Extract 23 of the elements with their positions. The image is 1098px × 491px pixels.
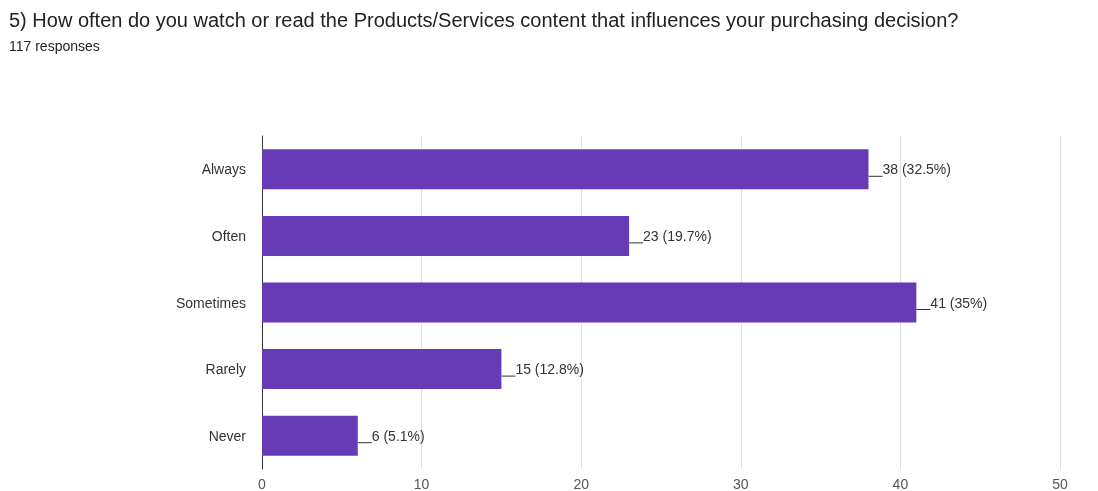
data-label: 6 (5.1%) [371,427,425,444]
text: 117 responses [9,38,100,54]
chart-title: 5) How often do you watch or read the Products/Services content that influences your purchasing decision? [9,9,959,31]
x-tick-label: 10 [413,476,430,491]
bar [262,282,917,323]
bar [262,349,502,390]
data-label: 41 (35%) [930,294,988,311]
data-label: 23 (19.7%) [643,227,712,244]
bar [262,149,869,190]
y-tick-label: Often [211,227,246,244]
y-tick-label: Sometimes [175,294,246,311]
x-tick-label: 20 [573,476,590,491]
x-tick-label: 40 [892,476,909,491]
x-tick-label: 50 [1052,476,1068,491]
bar [262,215,630,256]
y-tick-label: Rarely [205,361,246,378]
data-label: 15 (12.8%) [515,361,584,378]
bar [262,415,358,456]
data-label: 38 (32.5%) [882,161,951,178]
x-tick-label: 30 [733,476,749,491]
y-tick-label: Never [208,427,247,444]
x-tick-label: 0 [258,476,267,491]
y-tick-label: Always [201,161,246,178]
